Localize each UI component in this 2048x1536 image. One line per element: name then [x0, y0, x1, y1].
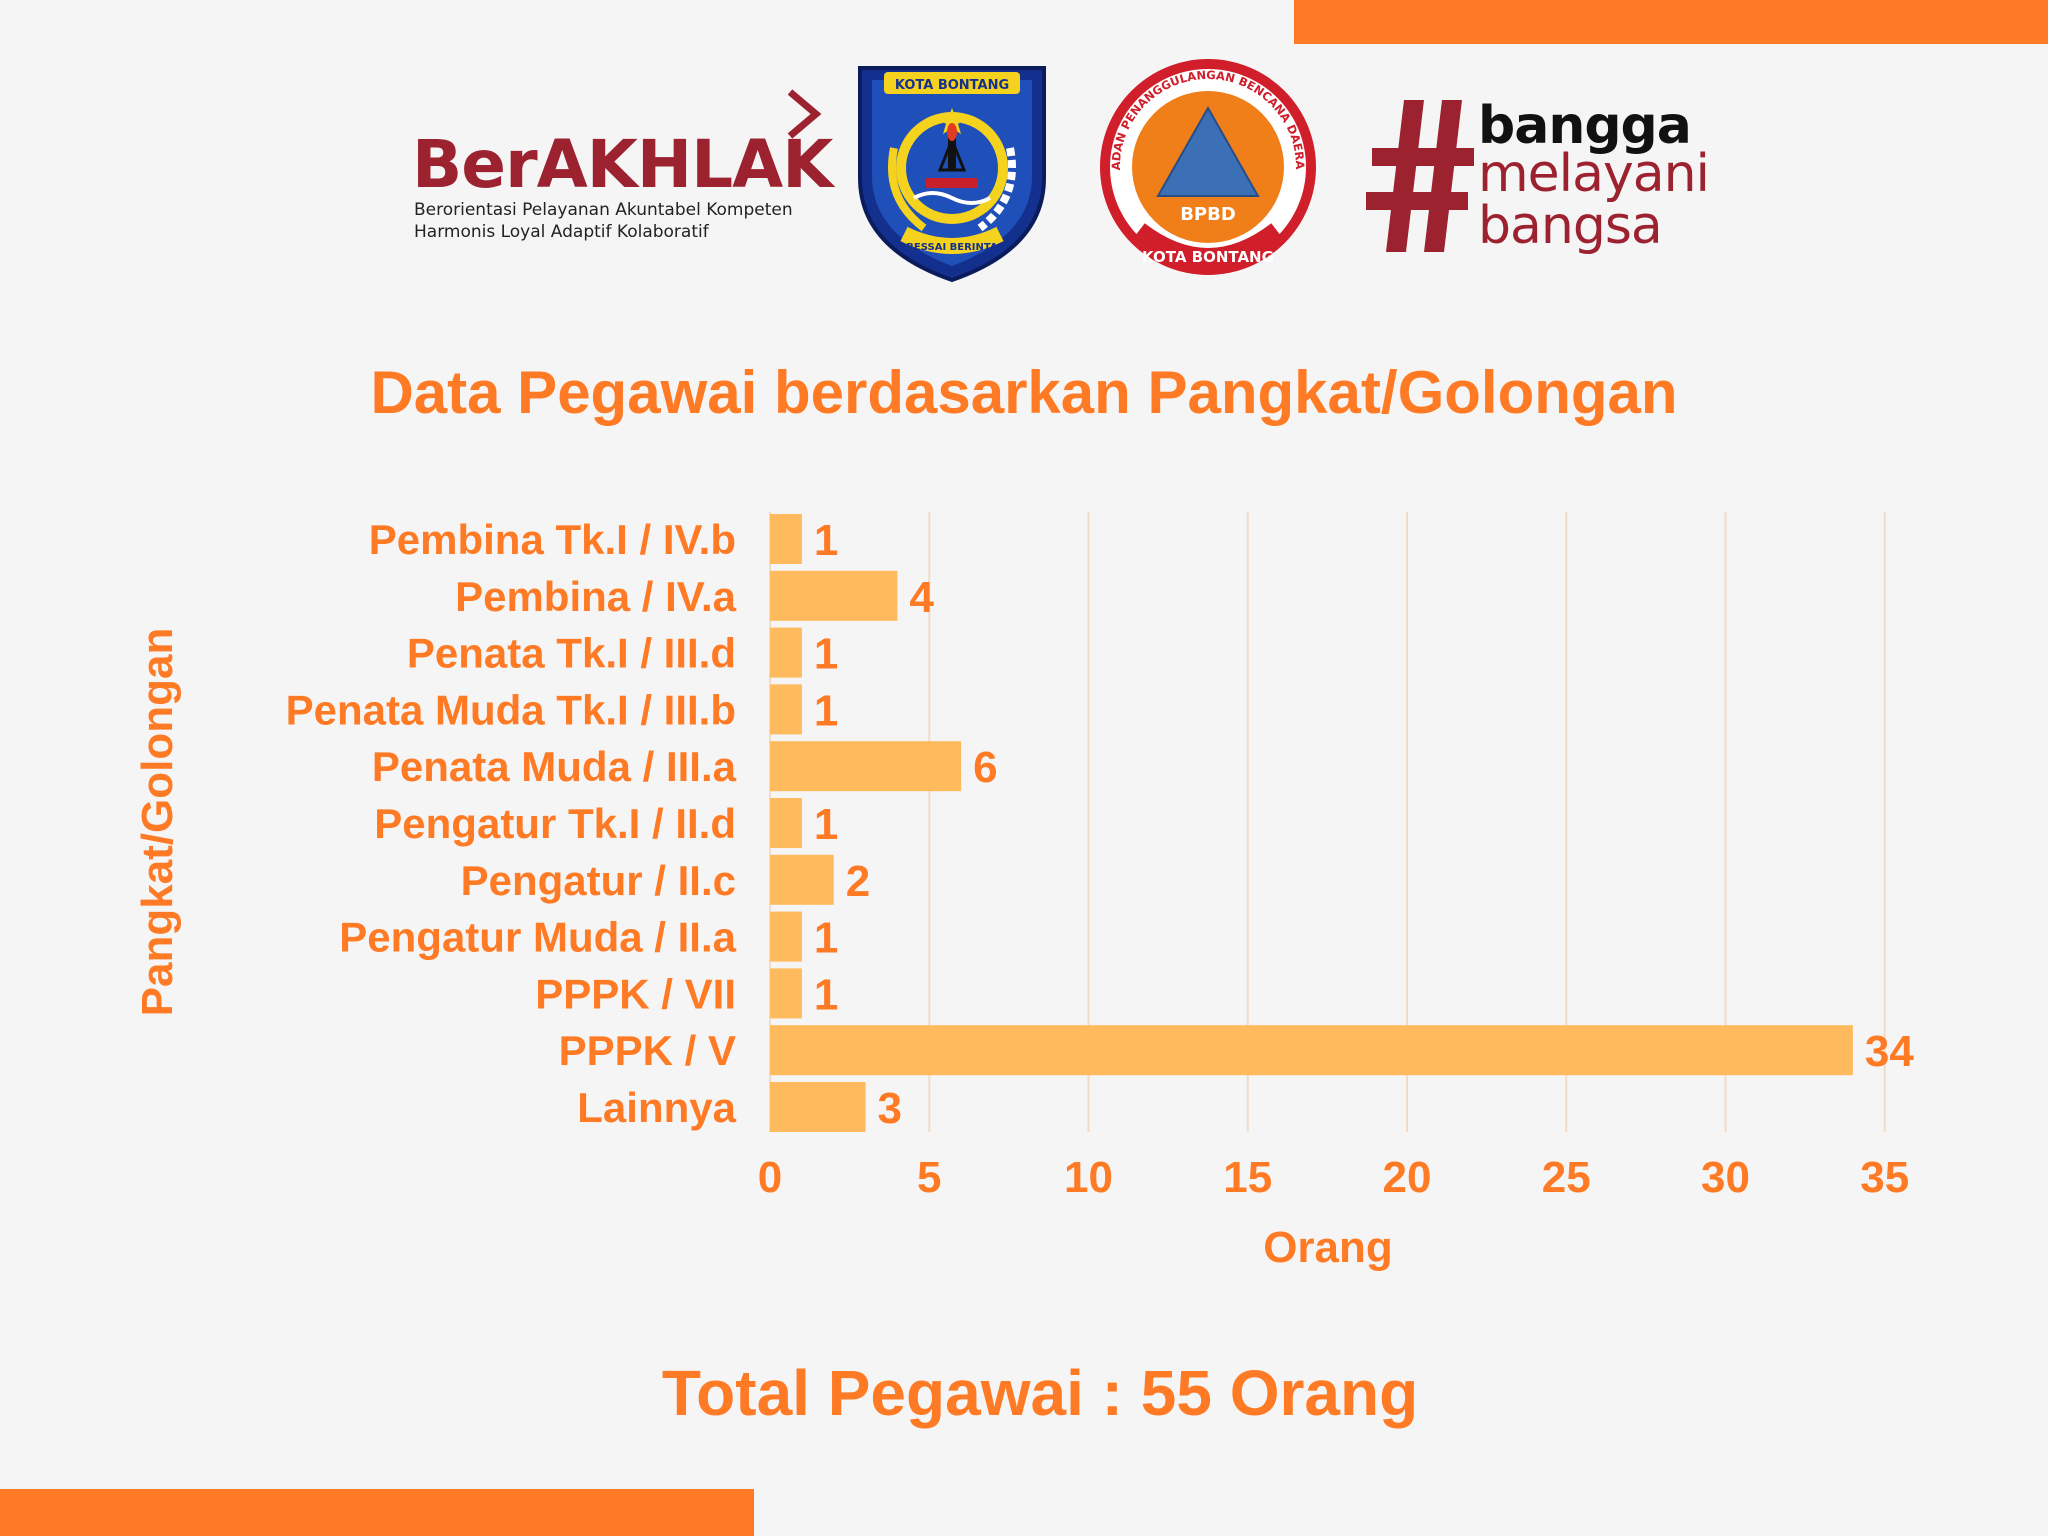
bangga-word: bangga: [1478, 96, 1692, 156]
bpbd-emblem: BADAN PENANGGULANGAN BENCANA DAERAH BPBD…: [1083, 45, 1328, 278]
labels: 0 5 10 15 20 25 30 35 Pembina Tk.I / IV.b 1 Pembin…: [286, 516, 1915, 1202]
x-axis-title: Orang: [1263, 1223, 1393, 1272]
bar: [770, 684, 802, 735]
y-axis-title: Pangkat/Golongan: [133, 628, 182, 1017]
value-label: 4: [909, 573, 934, 622]
bar: [770, 854, 834, 905]
bontang-bottom-text: BESSAI BERINTA: [906, 242, 998, 253]
category-label: Pengatur Tk.I / II.d: [374, 800, 736, 847]
value-label: 1: [814, 686, 838, 735]
category-label: Pengatur Muda / II.a: [339, 914, 736, 961]
value-label: 1: [814, 516, 838, 565]
chart-title: Data Pegawai berdasarkan Pangkat/Golonga…: [370, 359, 1678, 426]
x-tick-label: 0: [758, 1153, 782, 1202]
bangga-melayani-bangsa-logo: bangga melayani bangsa: [1366, 96, 1746, 266]
category-label: Pembina / IV.a: [455, 573, 737, 620]
bpbd-center-text: BPBD: [1180, 204, 1236, 225]
value-label: 1: [814, 800, 838, 849]
x-tick-label: 20: [1383, 1153, 1432, 1202]
value-label: 34: [1865, 1027, 1914, 1076]
bar: [770, 627, 802, 678]
berakhlak-tagline-1: Berorientasi Pelayanan Akuntabel Kompete…: [414, 200, 793, 220]
bar: [770, 741, 962, 792]
bar: [770, 514, 802, 564]
berakhlak-logo: BerAKHLAK Berorientasi Pelayanan Akuntab…: [412, 88, 833, 248]
category-label: PPPK / VII: [535, 970, 736, 1017]
value-label: 1: [814, 914, 838, 963]
value-label: 1: [814, 970, 838, 1019]
category-label: PPPK / V: [559, 1027, 736, 1074]
category-label: Lainnya: [577, 1084, 736, 1131]
value-label: 1: [814, 630, 838, 679]
bpbd-bottom-text: KOTA BONTANG: [1142, 248, 1274, 266]
x-tick-label: 35: [1860, 1153, 1909, 1202]
berakhlak-wordmark: BerAKHLAK: [412, 126, 833, 203]
category-label: Pembina Tk.I / IV.b: [369, 516, 736, 563]
bontang-top-text: KOTA BONTANG: [895, 78, 1009, 93]
category-label: Penata Muda Tk.I / III.b: [286, 686, 736, 733]
kota-bontang-emblem: KOTA BONTANG BESSAI BERINTA: [854, 58, 1050, 284]
value-label: 2: [846, 857, 870, 906]
category-label: Penata Muda / III.a: [372, 743, 737, 790]
bar: [770, 1025, 1853, 1076]
bar: [770, 798, 802, 848]
category-label: Penata Tk.I / III.d: [407, 630, 736, 677]
bar: [770, 1082, 866, 1132]
category-label: Pengatur / II.c: [461, 857, 736, 904]
bar: [770, 911, 802, 962]
x-tick-label: 30: [1701, 1153, 1750, 1202]
value-label: 6: [973, 743, 997, 792]
x-tick-label: 15: [1223, 1153, 1272, 1202]
x-tick-label: 5: [917, 1153, 941, 1202]
logo-row: BerAKHLAK Berorientasi Pelayanan Akuntab…: [0, 0, 2048, 300]
bars: [770, 514, 1853, 1132]
berakhlak-tagline-2: Harmonis Loyal Adaptif Kolaboratif: [414, 222, 709, 242]
hashtag-icon: [1366, 100, 1474, 252]
x-tick-label: 10: [1064, 1153, 1113, 1202]
bar: [770, 570, 898, 621]
x-tick-label: 25: [1542, 1153, 1591, 1202]
top-accent-bar: [1294, 0, 2048, 44]
bangsa-word: bangsa: [1478, 196, 1663, 256]
value-label: 3: [878, 1084, 902, 1133]
bottom-accent-bar: [0, 1489, 754, 1536]
bar: [770, 968, 802, 1019]
total-employees: Total Pegawai : 55 Orang: [661, 1357, 1419, 1429]
chevron-icon: [787, 89, 822, 139]
melayani-word: melayani: [1478, 144, 1710, 204]
